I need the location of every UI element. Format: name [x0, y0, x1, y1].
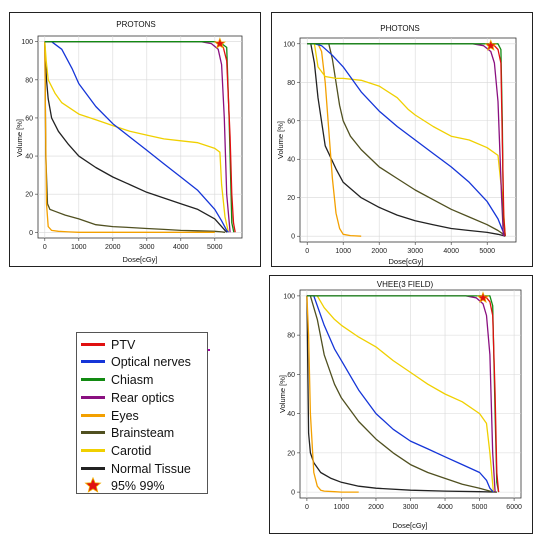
legend-item-normal-tissue: Normal Tissue — [77, 461, 191, 476]
vhee-x-tick-label: 3000 — [403, 504, 419, 511]
legend-item-eyes: Eyes — [77, 408, 139, 423]
legend-label: Eyes — [111, 408, 139, 423]
legend-swatch — [81, 378, 105, 381]
vhee-x-tick-label: 1000 — [334, 504, 350, 511]
protons-series-carotid — [44, 41, 230, 233]
protons-y-tick-label: 100 — [21, 39, 33, 46]
vhee-series-eyes — [306, 295, 359, 493]
legend-item-brainsteam: Brainsteam — [77, 425, 174, 440]
photons-x-axis-label: Dose[cGy] — [388, 257, 423, 266]
photons-y-tick-label: 60 — [287, 118, 295, 125]
protons-star-marker — [213, 37, 227, 49]
legend-swatch — [81, 360, 105, 363]
star-icon — [81, 476, 105, 495]
photons-y-tick-label: 0 — [291, 234, 295, 241]
legend-swatch — [81, 467, 105, 470]
legend-swatch — [81, 396, 105, 399]
photons-x-tick-label: 2000 — [371, 248, 387, 255]
photons-star-marker — [484, 39, 497, 51]
vhee-series-brainsteam — [306, 295, 497, 493]
protons-y-tick-label: 60 — [25, 115, 33, 122]
vhee-x-axis-label: Dose[cGy] — [392, 521, 427, 530]
protons-x-axis-label: Dose[cGy] — [122, 255, 157, 264]
photons-series-eyes — [307, 43, 362, 237]
legend-item-optical-nerves: Optical nerves — [77, 354, 191, 369]
vhee-series-carotid — [306, 295, 495, 493]
photons-chart-title: PHOTONS — [380, 24, 419, 33]
photons-x-tick-label: 3000 — [407, 248, 423, 255]
legend-swatch — [81, 431, 105, 434]
vhee-y-tick-label: 40 — [287, 411, 295, 418]
legend: PTV Optical nerves Chiasm Rear optics Ey… — [76, 332, 208, 494]
protons-series-eyes — [44, 41, 215, 233]
protons-y-tick-label: 80 — [25, 77, 33, 84]
protons-y-tick-label: 20 — [25, 192, 33, 199]
vhee-y-tick-label: 0 — [291, 490, 295, 497]
legend-swatch — [81, 343, 105, 346]
vhee-y-tick-label: 100 — [283, 293, 295, 300]
vhee-y-tick-label: 60 — [287, 372, 295, 379]
protons-chart-title: PROTONS — [116, 20, 155, 29]
vhee-y-tick-label: 80 — [287, 333, 295, 340]
vhee-series-normal-tissue — [306, 295, 497, 493]
protons-x-tick-label: 2000 — [105, 244, 121, 251]
protons-x-tick-label: 1000 — [71, 244, 87, 251]
photons-series-normal-tissue — [307, 43, 506, 237]
vhee-y-axis-label: Volume [%] — [278, 375, 287, 413]
photons-y-axis-label: Volume [%] — [276, 121, 285, 159]
protons-series-group — [44, 41, 236, 233]
legend-label: Normal Tissue — [111, 461, 191, 476]
protons-y-tick-label: 40 — [25, 154, 33, 161]
vhee-x-tick-label: 2000 — [368, 504, 384, 511]
legend-label: PTV — [111, 337, 136, 352]
legend-swatch — [81, 449, 105, 452]
legend-item-ptv: PTV — [77, 337, 135, 352]
protons-y-tick-label: 0 — [29, 230, 33, 237]
legend-item-carotid: Carotid — [77, 443, 151, 458]
legend-label: Rear optics — [111, 390, 175, 405]
photons-x-tick-label: 5000 — [479, 248, 495, 255]
legend-item-chiasm: Chiasm — [77, 372, 153, 387]
vhee-x-tick-label: 4000 — [437, 504, 453, 511]
protons-y-axis-label: Volume [%] — [15, 119, 24, 157]
legend-label: Brainsteam — [111, 425, 175, 440]
protons-x-tick-label: 5000 — [207, 244, 223, 251]
photons-series-carotid — [307, 43, 506, 237]
photons-y-tick-label: 100 — [283, 41, 295, 48]
vhee-star-marker — [476, 291, 490, 304]
legend-item-rear-optics: Rear optics — [77, 390, 174, 405]
legend-label: Carotid — [111, 443, 152, 458]
legend-label: Optical nerves — [111, 354, 191, 369]
protons-series-optical-nerves — [44, 41, 229, 233]
photons-y-tick-label: 80 — [287, 80, 295, 87]
vhee-y-tick-label: 20 — [287, 450, 295, 457]
photons-x-tick-label: 4000 — [443, 248, 459, 255]
vhee-series-optical-nerves — [306, 295, 494, 493]
protons-x-tick-label: 0 — [43, 244, 47, 251]
legend-swatch — [81, 414, 105, 417]
photons-series-optical-nerves — [307, 43, 506, 237]
photons-y-tick-label: 20 — [287, 195, 295, 202]
legend-item-marker: 95% 99% — [77, 476, 165, 495]
photons-x-tick-label: 0 — [305, 248, 309, 255]
legend-label: 95% 99% — [111, 478, 165, 493]
protons-x-tick-label: 4000 — [173, 244, 189, 251]
vhee-x-tick-label: 6000 — [506, 504, 522, 511]
photons-x-tick-label: 1000 — [335, 248, 351, 255]
protons-x-tick-label: 3000 — [139, 244, 155, 251]
vhee-x-tick-label: 0 — [305, 504, 309, 511]
legend-label: Chiasm — [111, 372, 154, 387]
vhee-chart-title: VHEE(3 FIELD) — [377, 280, 434, 289]
vhee-series-group — [306, 295, 500, 493]
protons-series-normal-tissue — [44, 41, 228, 233]
vhee-x-tick-label: 5000 — [472, 504, 488, 511]
photons-y-tick-label: 40 — [287, 157, 295, 164]
protons-series-brainsteam — [44, 41, 226, 233]
